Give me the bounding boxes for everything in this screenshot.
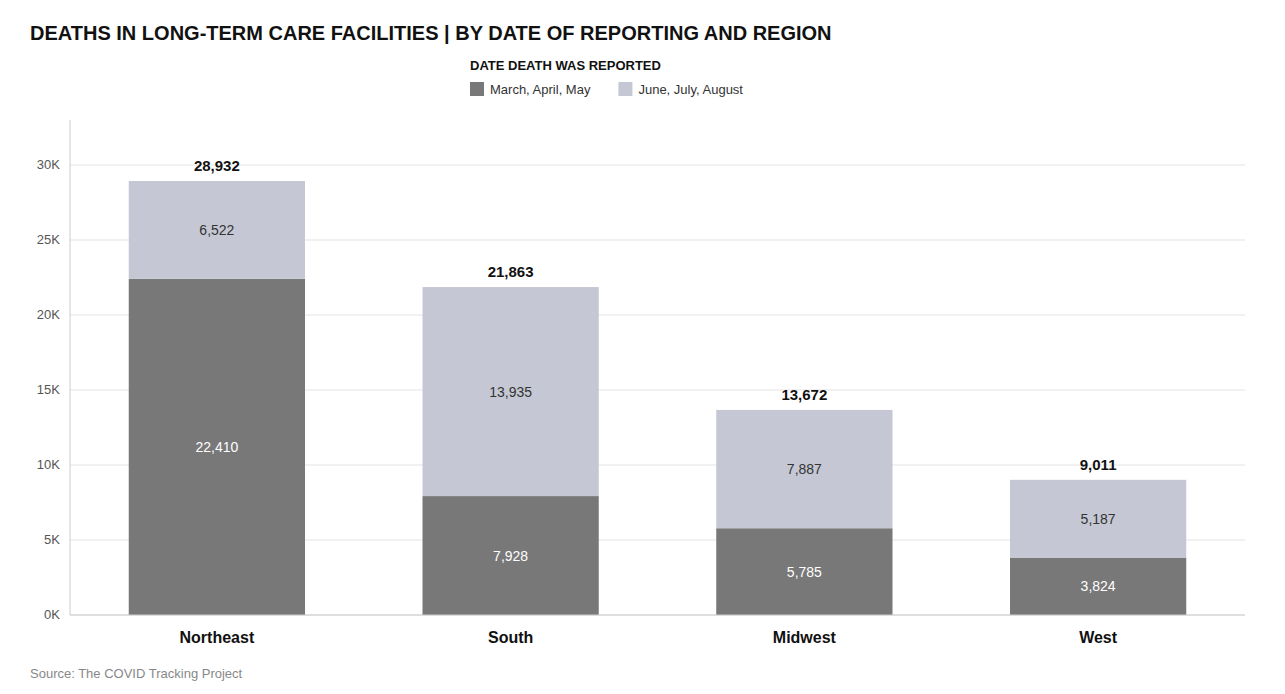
- bar-segment: [423, 287, 599, 496]
- data-labels: 22,410 6,522 28,932 7,928 13,935 21,863 5,785 7…: [194, 157, 1117, 594]
- x-tick-label: South: [488, 629, 533, 646]
- bar-segment: [716, 528, 892, 615]
- segment-label: 6,522: [199, 222, 234, 238]
- legend-swatch: [618, 82, 632, 96]
- total-label: 13,672: [781, 386, 827, 403]
- grid-line: [70, 615, 1245, 616]
- y-tick-label: 30K: [37, 157, 60, 172]
- total-label: 9,011: [1080, 456, 1117, 473]
- x-tick-label: Northeast: [180, 629, 255, 646]
- source: Source: The COVID Tracking Project: [30, 666, 243, 681]
- bar-segment: [129, 181, 305, 279]
- grid: [70, 165, 1245, 615]
- bars: [129, 181, 1187, 615]
- segment-label: 13,935: [489, 384, 532, 400]
- segment-label: 22,410: [195, 439, 238, 455]
- y-tick-label: 20K: [37, 307, 60, 322]
- segment-label: 7,928: [493, 548, 528, 564]
- legend-label: June, July, August: [638, 82, 743, 97]
- segment-label: 5,785: [787, 564, 822, 580]
- bar-segment: [129, 279, 305, 615]
- x-tick-label: West: [1079, 629, 1118, 646]
- total-label: 21,863: [488, 263, 534, 280]
- chart: DEATHS IN LONG-TERM CARE FACILITIES | BY…: [0, 0, 1285, 694]
- legend: DATE DEATH WAS REPORTED March, April, May…: [470, 58, 743, 97]
- y-tick-label: 5K: [44, 532, 60, 547]
- y-tick-label: 10K: [37, 457, 60, 472]
- legend-label: March, April, May: [490, 82, 591, 97]
- grid-line: [70, 165, 1245, 166]
- legend-title: DATE DEATH WAS REPORTED: [470, 58, 661, 73]
- y-tick-label: 15K: [37, 382, 60, 397]
- x-axis-line: [70, 615, 1245, 616]
- segment-label: 3,824: [1081, 578, 1116, 594]
- bar-segment: [716, 410, 892, 528]
- x-tick-label: Midwest: [773, 629, 837, 646]
- bar-segment: [423, 496, 599, 615]
- title: DEATHS IN LONG-TERM CARE FACILITIES | BY…: [30, 22, 832, 44]
- segment-label: 5,187: [1081, 511, 1116, 527]
- y-tick-label: 0K: [44, 607, 60, 622]
- y-tick-label: 25K: [37, 232, 60, 247]
- total-label: 28,932: [194, 157, 240, 174]
- y-axis-line: [70, 120, 71, 615]
- bar-segment: [1010, 558, 1186, 615]
- segment-label: 7,887: [787, 461, 822, 477]
- bar-segment: [1010, 480, 1186, 558]
- legend-swatch: [470, 82, 484, 96]
